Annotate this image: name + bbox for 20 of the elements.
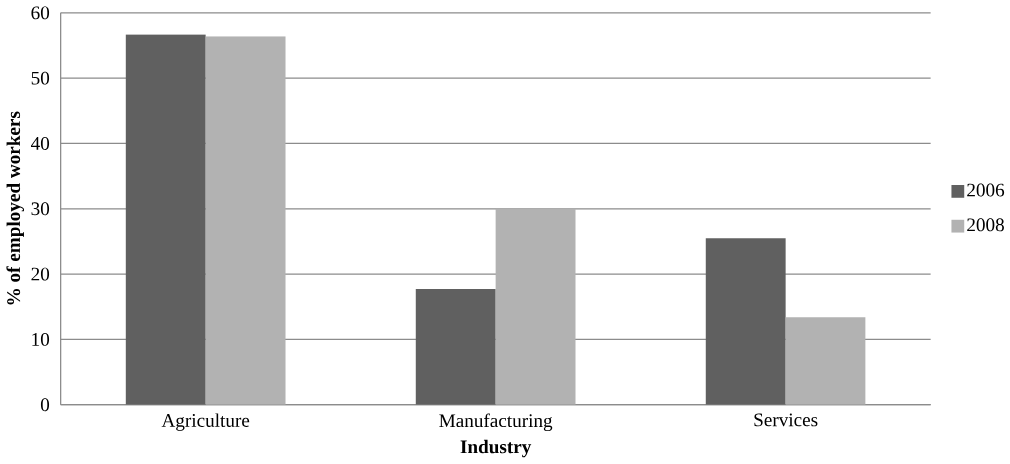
x-tick-label: Agriculture — [161, 413, 250, 432]
bar — [125, 34, 206, 405]
y-axis-title: % of employed workers — [6, 111, 25, 305]
bar — [705, 238, 786, 405]
y-tick-label: 10 — [32, 333, 50, 347]
y-tick-label: 0 — [40, 398, 50, 412]
bar — [415, 289, 496, 405]
y-tick-label: 50 — [31, 71, 50, 85]
bar — [205, 36, 286, 405]
y-tick-label: 20 — [31, 267, 50, 281]
x-tick-label: Services — [754, 413, 818, 427]
legend-label: 2008 — [967, 218, 1004, 232]
y-tick-label: 60 — [31, 6, 50, 20]
legend-label: 2006 — [967, 183, 1005, 197]
bar — [785, 317, 866, 405]
x-tick-label: Manufacturing — [439, 413, 553, 432]
y-tick-label: 40 — [31, 137, 50, 151]
y-tick-label: 30 — [31, 202, 50, 216]
x-axis-title: Industry — [460, 439, 532, 458]
bar — [495, 208, 576, 405]
